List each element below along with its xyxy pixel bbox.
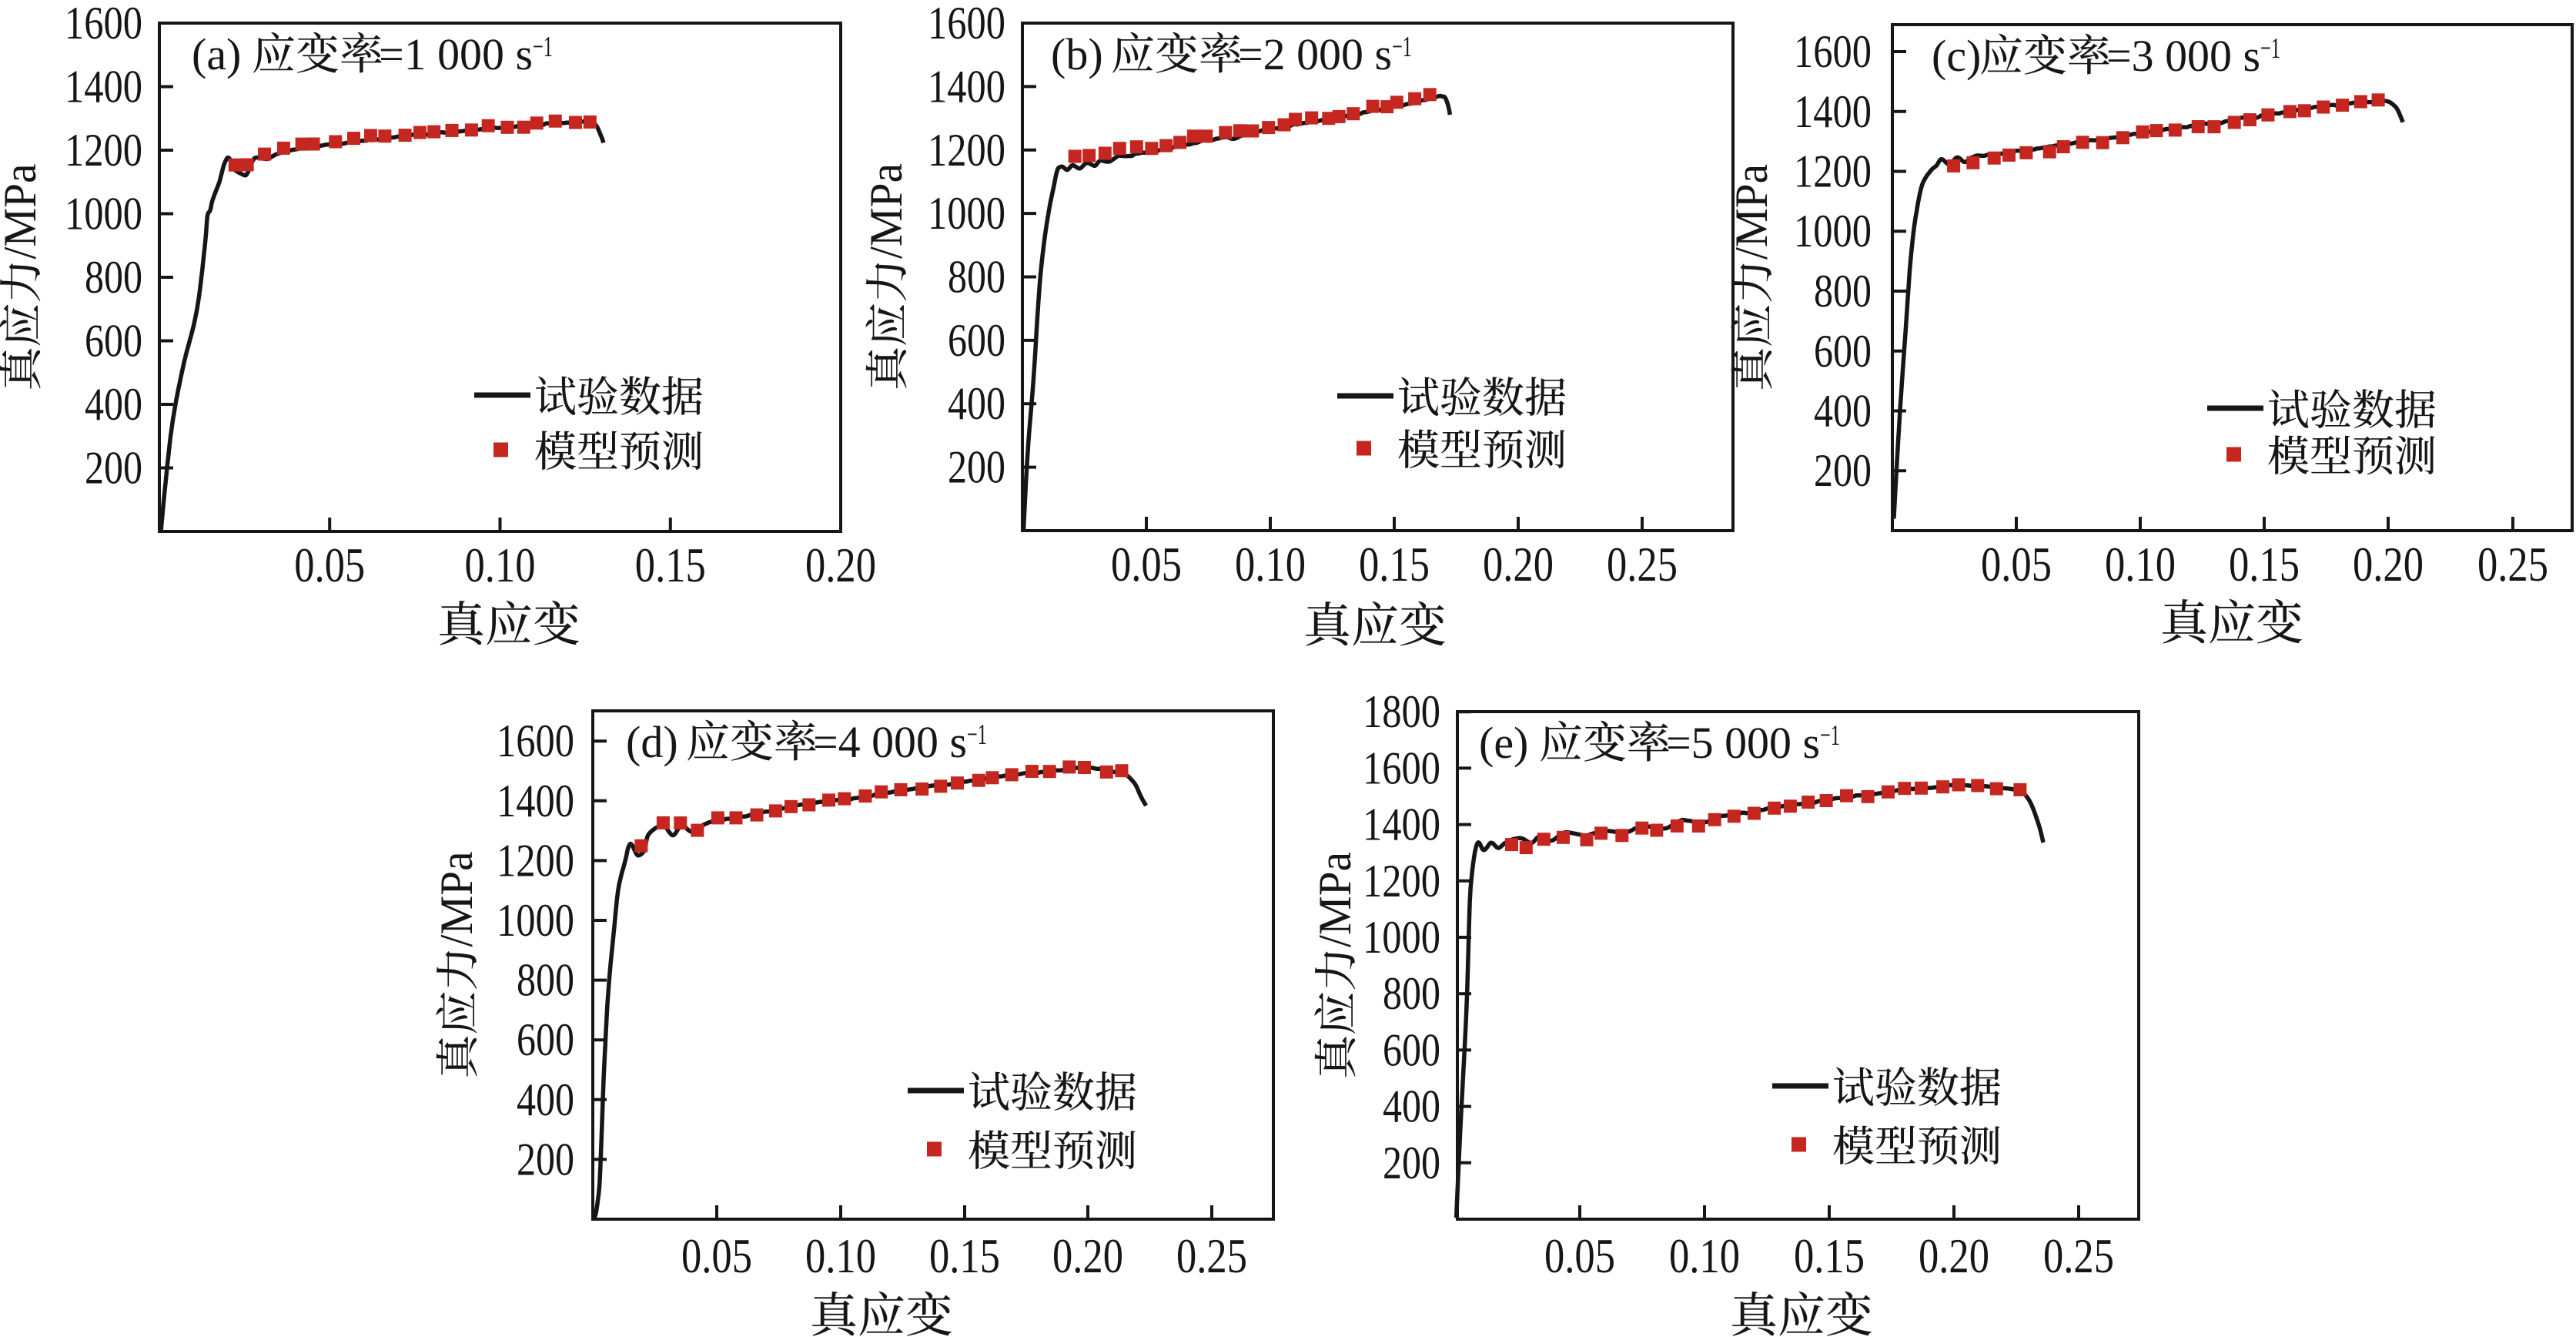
svg-text:800: 800	[85, 252, 142, 303]
svg-text:0.25: 0.25	[2043, 1228, 2114, 1283]
svg-text:1200: 1200	[1363, 856, 1440, 906]
svg-text:0.25: 0.25	[1607, 537, 1678, 591]
svg-text:1200: 1200	[1794, 146, 1872, 197]
svg-text:200: 200	[517, 1134, 574, 1185]
svg-text:−1: −1	[1392, 31, 1412, 63]
svg-text:200: 200	[1383, 1138, 1440, 1188]
svg-text:(d): (d)	[626, 717, 678, 767]
svg-text:1000: 1000	[1794, 206, 1872, 256]
svg-text:600: 600	[948, 315, 1005, 366]
svg-text:−1: −1	[1820, 719, 1840, 752]
svg-text:0.15: 0.15	[2229, 537, 2300, 591]
svg-text:1000: 1000	[928, 188, 1005, 239]
svg-text:=2 000 s: =2 000 s	[1238, 29, 1392, 79]
svg-text:=1 000 s: =1 000 s	[379, 29, 533, 79]
svg-text:1400: 1400	[928, 61, 1005, 112]
svg-text:1200: 1200	[928, 125, 1005, 176]
svg-text:1400: 1400	[497, 776, 574, 826]
svg-text:1400: 1400	[1363, 799, 1440, 850]
svg-text:0.10: 0.10	[2105, 537, 2176, 591]
svg-text:−1: −1	[2260, 32, 2280, 65]
svg-text:200: 200	[948, 442, 1005, 493]
svg-text:1000: 1000	[65, 189, 142, 240]
svg-text:=3 000 s: =3 000 s	[2106, 31, 2260, 81]
svg-text:0.10: 0.10	[465, 538, 536, 592]
svg-text:1800: 1800	[1363, 686, 1440, 737]
svg-text:−1: −1	[533, 31, 553, 63]
svg-text:0.20: 0.20	[1052, 1228, 1123, 1283]
svg-text:0.15: 0.15	[929, 1228, 1000, 1283]
svg-text:1400: 1400	[65, 62, 142, 112]
svg-text:400: 400	[1814, 386, 1872, 437]
svg-text:800: 800	[1814, 266, 1872, 317]
svg-text:800: 800	[948, 252, 1005, 303]
svg-text:/MPa: /MPa	[861, 163, 912, 259]
svg-text:(a): (a)	[192, 29, 241, 79]
svg-text:0.20: 0.20	[805, 538, 876, 592]
svg-text:1600: 1600	[928, 0, 1005, 49]
svg-text:/MPa: /MPa	[0, 164, 45, 260]
svg-text:0.05: 0.05	[294, 538, 365, 592]
svg-text:0.25: 0.25	[1176, 1228, 1247, 1283]
svg-text:1000: 1000	[1363, 912, 1440, 963]
svg-text:0.10: 0.10	[1235, 537, 1306, 591]
svg-text:(c): (c)	[1932, 31, 1981, 81]
svg-text:1600: 1600	[497, 715, 574, 766]
svg-text:0.05: 0.05	[1544, 1228, 1615, 1283]
svg-text:0.20: 0.20	[1483, 537, 1554, 591]
svg-text:200: 200	[85, 443, 142, 494]
svg-text:1600: 1600	[1363, 742, 1440, 793]
svg-text:(e): (e)	[1479, 718, 1528, 768]
svg-text:600: 600	[85, 316, 142, 367]
svg-text:/MPa: /MPa	[1310, 852, 1360, 947]
svg-text:800: 800	[1383, 968, 1440, 1019]
svg-text:1200: 1200	[497, 835, 574, 886]
svg-text:0.15: 0.15	[635, 538, 706, 592]
svg-text:0.25: 0.25	[2477, 537, 2548, 591]
svg-text:1400: 1400	[1794, 86, 1872, 137]
svg-text:0.15: 0.15	[1359, 537, 1430, 591]
svg-text:0.10: 0.10	[805, 1228, 876, 1283]
svg-text:400: 400	[517, 1074, 574, 1125]
svg-text:(b): (b)	[1051, 29, 1103, 79]
svg-text:1200: 1200	[65, 125, 142, 176]
svg-text:600: 600	[1383, 1024, 1440, 1075]
svg-text:−1: −1	[967, 719, 987, 751]
svg-text:800: 800	[517, 955, 574, 1006]
svg-text:1000: 1000	[497, 895, 574, 946]
svg-text:0.10: 0.10	[1669, 1228, 1740, 1283]
svg-text:400: 400	[85, 379, 142, 430]
svg-text:600: 600	[1814, 326, 1872, 377]
svg-text:1600: 1600	[1794, 26, 1872, 77]
svg-text:=4 000 s: =4 000 s	[813, 717, 967, 767]
svg-text:0.05: 0.05	[1111, 537, 1182, 591]
svg-text:0.05: 0.05	[681, 1228, 752, 1283]
svg-text:0.20: 0.20	[2353, 537, 2424, 591]
svg-text:0.20: 0.20	[1919, 1228, 1989, 1283]
svg-text:=5 000 s: =5 000 s	[1666, 718, 1820, 768]
svg-text:0.15: 0.15	[1794, 1228, 1865, 1283]
svg-text:400: 400	[1383, 1081, 1440, 1132]
svg-text:600: 600	[517, 1014, 574, 1065]
svg-text:1600: 1600	[65, 0, 142, 49]
svg-text:400: 400	[948, 378, 1005, 429]
svg-text:/MPa: /MPa	[431, 852, 482, 947]
svg-text:/MPa: /MPa	[1726, 164, 1777, 260]
svg-text:200: 200	[1814, 445, 1872, 496]
svg-text:0.05: 0.05	[1981, 537, 2052, 591]
